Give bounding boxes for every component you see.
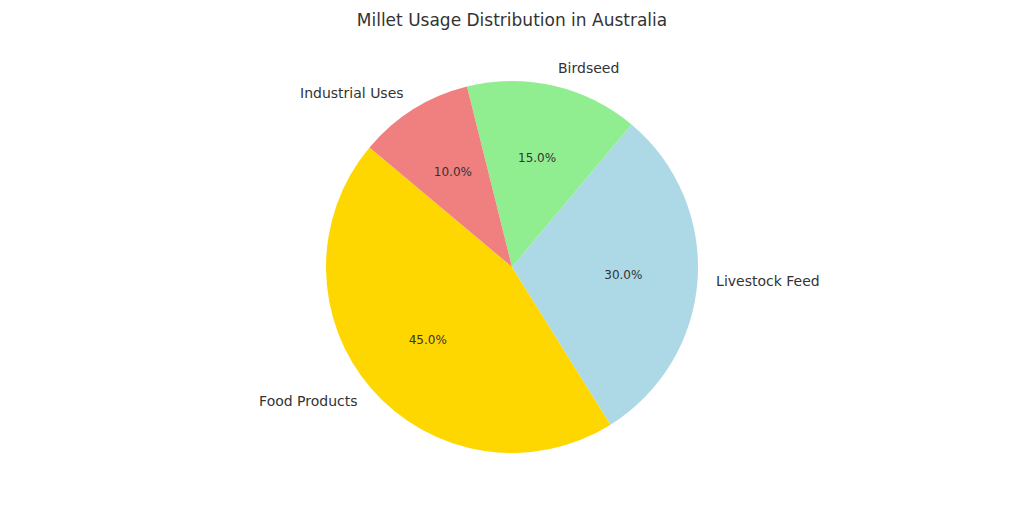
svg-text:Birdseed: Birdseed xyxy=(558,60,619,76)
svg-text:30.0%: 30.0% xyxy=(604,268,642,282)
svg-text:10.0%: 10.0% xyxy=(434,165,472,179)
svg-text:15.0%: 15.0% xyxy=(518,151,556,165)
svg-text:Livestock Feed: Livestock Feed xyxy=(716,273,820,289)
svg-text:Food Products: Food Products xyxy=(259,393,357,409)
html-text:Millet Usage Distribution in A: Millet Usage Distribution in Australia xyxy=(356,10,668,30)
svg-text:45.0%: 45.0% xyxy=(409,333,447,347)
svg-text:Industrial Uses: Industrial Uses xyxy=(300,85,404,101)
